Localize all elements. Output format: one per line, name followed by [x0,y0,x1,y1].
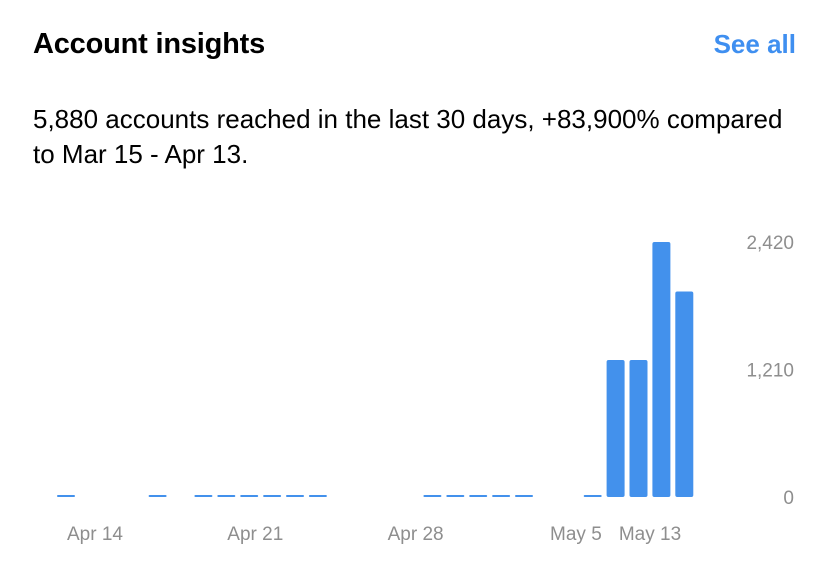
bar-may-1 [446,495,465,497]
y-tick-label: 2,420 [746,233,794,254]
bar-apr-14 [57,495,75,497]
bar-may-7 [583,495,602,497]
bar-may-2 [469,495,488,497]
x-tick-label: May 13 [619,524,681,545]
bar-apr-21 [217,495,236,497]
bar-may-8 [606,360,625,497]
bar-may-3 [492,495,511,497]
y-tick-label: 0 [783,488,794,509]
x-tick-label: May 5 [550,524,602,545]
x-tick-label: Apr 21 [227,524,283,545]
reach-summary: 5,880 accounts reached in the last 30 da… [33,104,783,169]
bar-may-11 [675,291,694,497]
section-title: Account insights [33,28,266,60]
bar-apr-23 [263,495,282,497]
see-all-link[interactable]: See all [713,29,796,59]
bar-apr-22 [240,495,259,497]
bar-apr-30 [423,495,442,497]
bar-apr-24 [286,495,304,497]
bar-apr-18 [148,495,167,497]
bar-may-4 [515,495,533,497]
y-tick-label: 1,210 [746,361,794,382]
header: Account insights See all [33,28,796,61]
bar-apr-25 [308,495,327,497]
x-tick-label: Apr 28 [388,524,444,545]
x-tick-label: Apr 14 [67,524,123,545]
bar-may-9 [629,360,648,497]
bar-may-10 [652,242,671,497]
bar-apr-20 [194,495,213,497]
